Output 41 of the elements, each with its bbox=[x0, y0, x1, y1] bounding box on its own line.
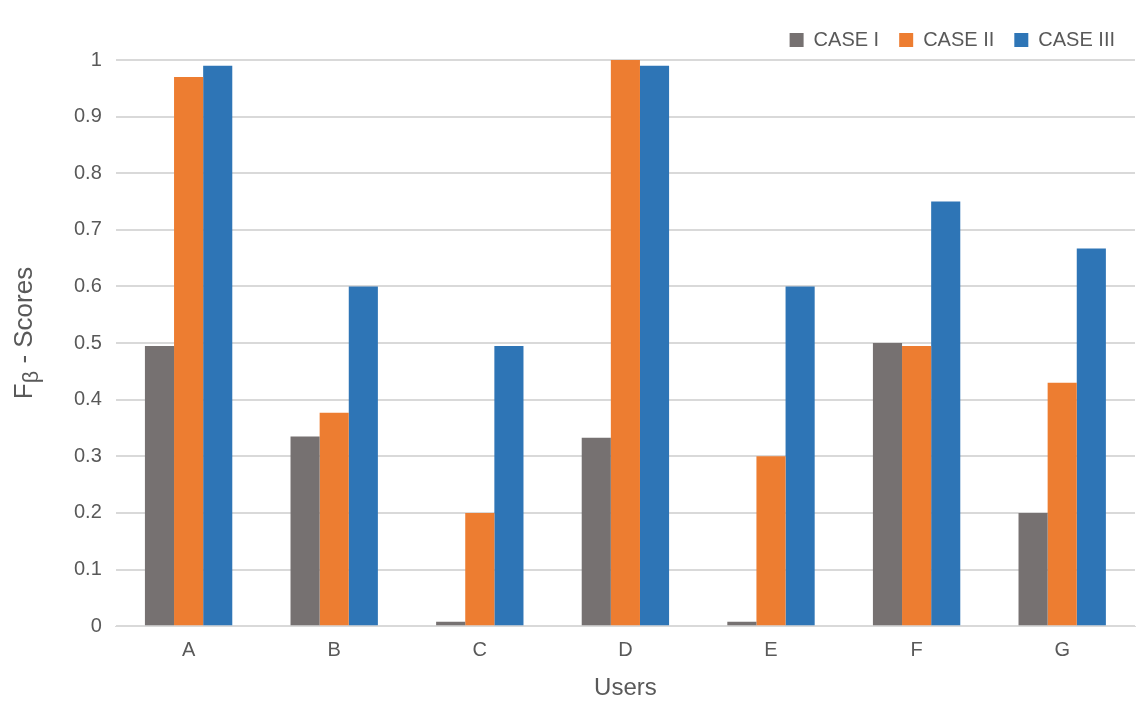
bar bbox=[902, 345, 932, 626]
bar bbox=[931, 201, 961, 626]
y-tick-label: 0.9 bbox=[73, 104, 102, 127]
x-tick-label: E bbox=[764, 637, 778, 660]
bar bbox=[465, 512, 495, 626]
y-tick-label: 0.1 bbox=[73, 557, 102, 580]
legend-label: CASE III bbox=[1038, 27, 1116, 50]
x-tick-label: A bbox=[181, 637, 196, 660]
bar bbox=[785, 286, 815, 626]
y-tick-label: 1 bbox=[90, 47, 102, 70]
bar bbox=[756, 456, 786, 626]
y-tick-label: 0.8 bbox=[73, 160, 102, 183]
y-tick-label: 0.4 bbox=[73, 387, 102, 410]
bar bbox=[610, 60, 640, 626]
y-tick-label: 0.5 bbox=[73, 330, 102, 353]
bar bbox=[1076, 248, 1106, 626]
bar bbox=[203, 65, 233, 626]
y-tick-label: 0 bbox=[90, 613, 102, 636]
bar bbox=[494, 345, 524, 626]
x-tick-label: C bbox=[472, 637, 488, 660]
y-tick-label: 0.2 bbox=[73, 500, 102, 523]
x-tick-label: F bbox=[910, 637, 923, 660]
legend-label: CASE II bbox=[923, 27, 995, 50]
bar bbox=[1047, 382, 1077, 626]
bar bbox=[319, 412, 349, 626]
legend-label: CASE I bbox=[813, 27, 880, 50]
bar bbox=[639, 65, 670, 626]
y-tick-label: 0.3 bbox=[73, 443, 102, 466]
x-axis-title: Users bbox=[594, 673, 657, 701]
bar bbox=[872, 343, 903, 626]
x-tick-label: B bbox=[327, 637, 341, 660]
bar bbox=[174, 76, 204, 626]
x-tick-label: D bbox=[618, 637, 633, 660]
bar bbox=[581, 437, 611, 626]
bar bbox=[144, 345, 175, 626]
x-tick-label: G bbox=[1054, 637, 1070, 660]
y-tick-label: 0.7 bbox=[73, 217, 102, 240]
bar bbox=[290, 436, 320, 626]
bar bbox=[348, 286, 378, 626]
y-tick-label: 0.6 bbox=[73, 274, 102, 296]
bar bbox=[1018, 512, 1048, 626]
